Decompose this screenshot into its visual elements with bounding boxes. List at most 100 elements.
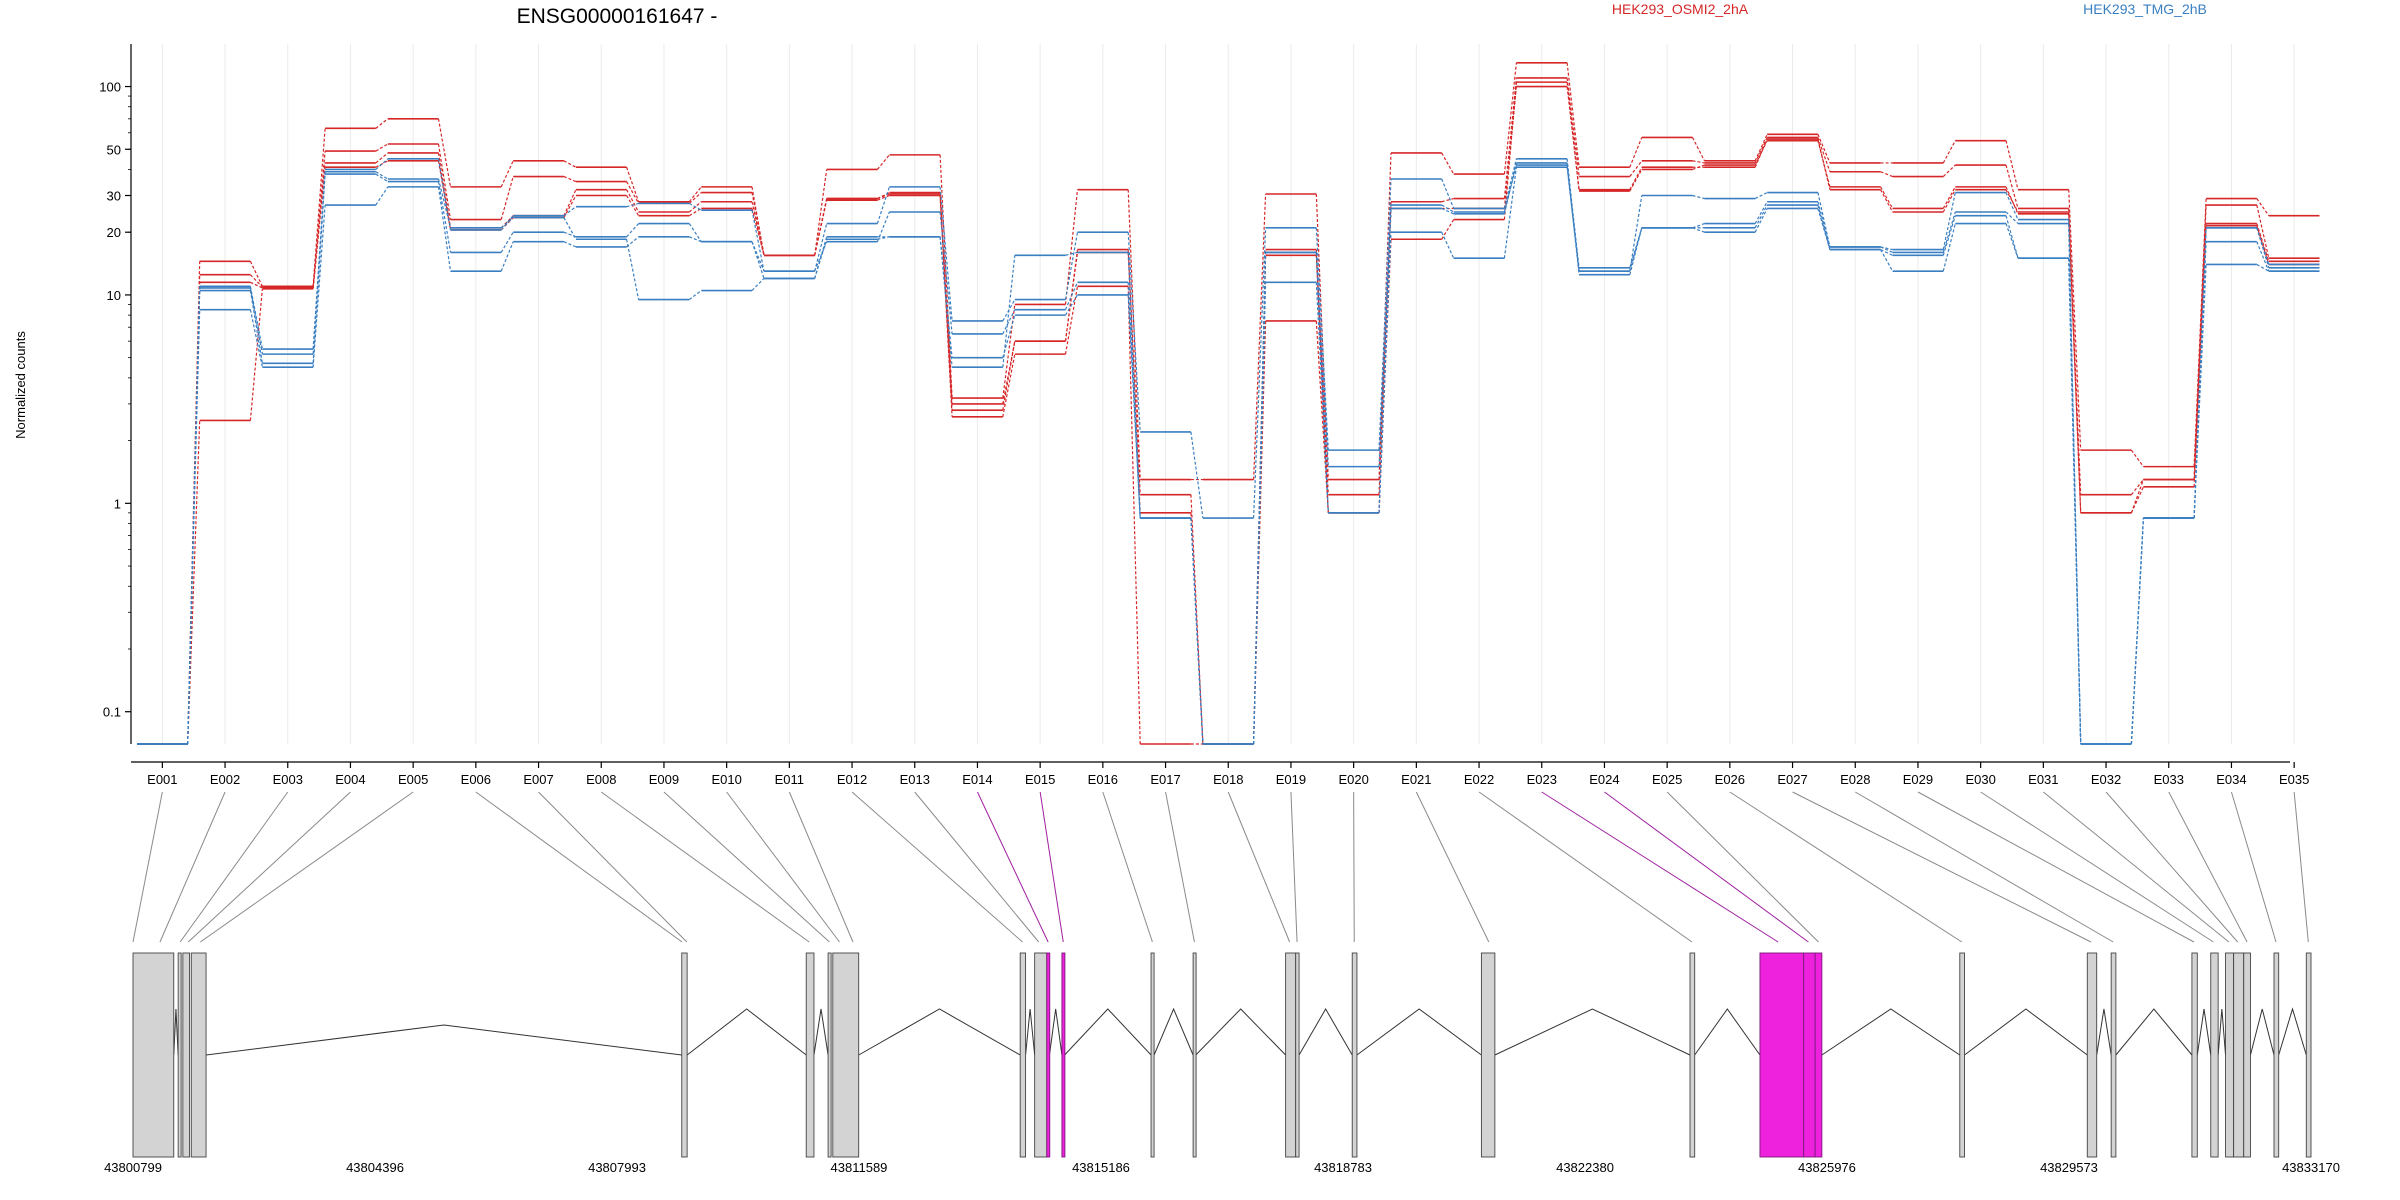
exon-block (805, 952, 815, 1158)
series-connector (1692, 164, 1705, 171)
series-connector (688, 223, 702, 243)
exon-block-highlighted (1061, 952, 1066, 1158)
series-connector (751, 210, 765, 272)
series-connector (2193, 223, 2207, 480)
series-connector (876, 186, 890, 224)
series-line (137, 158, 2320, 745)
exon-connector (159, 791, 226, 943)
series-connector (1127, 252, 1141, 519)
series-connector (1942, 211, 1956, 253)
y-tick-label: 30 (107, 189, 121, 204)
series-connector (1002, 255, 1016, 368)
series-connector (1942, 215, 1956, 256)
exon-block (2110, 952, 2117, 1158)
series-connector (1629, 195, 1643, 272)
series-connector (1315, 193, 1329, 480)
coordinate-label: 43815186 (1072, 1160, 1130, 1175)
series-lines (137, 61, 2320, 745)
exon-connector (914, 791, 1040, 943)
series-connector (1064, 294, 1079, 316)
series-connector (1817, 134, 1831, 164)
series-connector (1566, 162, 1580, 268)
exon-block (1689, 952, 1696, 1158)
exon-connector (726, 791, 840, 943)
intron-line (1821, 1008, 1961, 1056)
intron-line (1694, 1008, 1761, 1056)
exon-block (1150, 952, 1155, 1158)
exon-block (190, 952, 207, 1158)
x-tick-label: E002 (210, 772, 240, 787)
series-connector (1253, 227, 1267, 519)
series-connector (1064, 189, 1079, 305)
intron-line (2278, 1007, 2307, 1056)
exon-block (2273, 952, 2280, 1158)
series-connector (626, 167, 640, 202)
coordinate-label: 43800799 (104, 1160, 162, 1175)
exon-connector (1227, 791, 1291, 943)
x-tick-label: E012 (837, 772, 867, 787)
series-connector (1942, 223, 1956, 272)
series-connector (1002, 304, 1016, 399)
series-connector (626, 236, 639, 248)
series-connector (814, 169, 828, 256)
series-connector (1817, 204, 1831, 250)
series-connector (939, 154, 953, 399)
exon-connector (1729, 791, 1963, 943)
exon-connector (2168, 791, 2248, 943)
exon-block (2233, 952, 2245, 1158)
series-connector (1692, 194, 1705, 200)
series-connector (1817, 192, 1831, 248)
y-tick-label: 1 (114, 496, 121, 511)
series-connector (626, 181, 640, 204)
exon-block (1034, 952, 1048, 1158)
series-connector (1127, 294, 1141, 519)
coordinate-label: 43829573 (2040, 1160, 2098, 1175)
exon-connector (1604, 791, 1809, 943)
series-connector (1942, 186, 1956, 209)
series-connector (2256, 198, 2270, 217)
series-connector (563, 241, 577, 248)
y-axis-label: Normalized counts (13, 331, 28, 439)
x-axis-exon-bins: E001 E002 E003 E004 E005 E006 E007 E008 E009 E010… (131, 761, 2309, 787)
series-connector (1315, 320, 1329, 513)
series-connector (2068, 189, 2082, 451)
x-tick-label: E021 (1401, 772, 1431, 787)
x-tick-label: E028 (1840, 772, 1870, 787)
series-connector (2005, 211, 2019, 225)
series-connector (563, 160, 577, 168)
series-connector (1880, 249, 1894, 272)
exon-connector (1917, 791, 2195, 943)
series-connector (500, 231, 514, 253)
series-connector (1002, 341, 1016, 405)
series-connector (1190, 518, 1204, 745)
series-connector (626, 223, 640, 238)
exon-block (2210, 952, 2219, 1158)
x-tick-label: E019 (1276, 772, 1306, 787)
series-connector (2005, 192, 2019, 220)
x-tick-label: E032 (2091, 772, 2121, 787)
series-connector (814, 223, 828, 272)
series-connector (688, 186, 702, 203)
series-connector (751, 201, 765, 256)
series-connector (249, 274, 263, 288)
series-connector (814, 200, 828, 256)
series-connector (1817, 201, 1831, 248)
intron-line (206, 1024, 682, 1056)
series-connector (1441, 207, 1454, 215)
series-connector (1503, 82, 1517, 220)
x-tick-label: E014 (962, 772, 992, 787)
series-connector (1002, 309, 1016, 335)
series-connector (877, 194, 890, 201)
x-tick-label: E029 (1903, 772, 1933, 787)
series-connector (312, 151, 326, 288)
exon-block (1192, 952, 1197, 1158)
intron-line (1964, 1008, 2088, 1056)
legend-entry-condition-a: HEK293_OSMI2_2hA (1612, 1, 1749, 17)
exon-block (1959, 952, 1965, 1158)
series-connector (500, 215, 514, 231)
x-tick-label: E004 (335, 772, 365, 787)
series-connector (1503, 158, 1517, 209)
exon-block (1480, 952, 1496, 1158)
exon-block (827, 952, 832, 1158)
